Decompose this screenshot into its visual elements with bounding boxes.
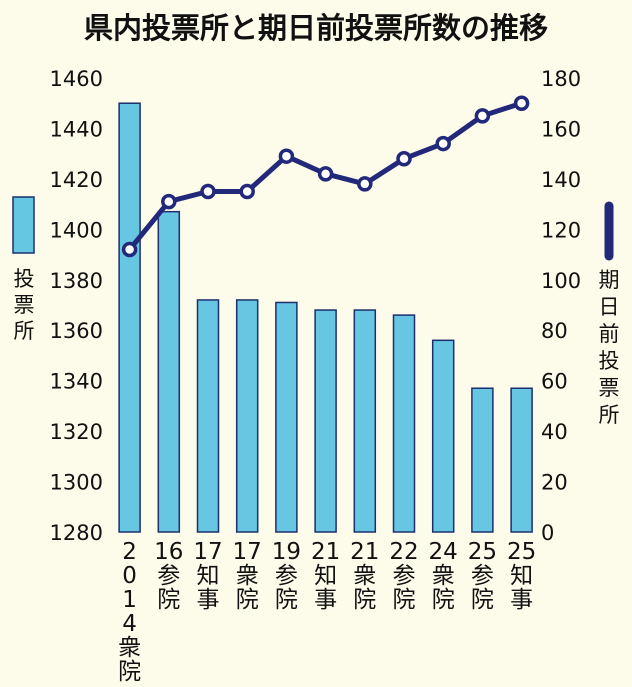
left-tick-label-1: 1300 [50,471,103,495]
bar-4 [275,301,298,533]
bar-series [118,102,533,533]
category-label-9: 25 参院 [468,539,497,613]
right-tick-label-7: 140 [541,168,581,192]
left-tick-label-0: 1280 [50,521,103,545]
legend-bar-label: 投票所 [14,267,35,343]
line-point-3 [239,183,255,200]
left-tick-label-9: 1460 [50,67,103,91]
left-tick-label-8: 1440 [50,117,103,141]
category-label-10: 25 知事 [507,539,536,613]
bar-3 [235,299,259,533]
line-point-1 [161,193,177,210]
line-series [121,95,530,258]
line-point-10 [513,95,530,111]
category-label-6: 21 衆院 [350,539,379,613]
left-tick-label-5: 1380 [50,269,103,293]
legend-line-label: 期日前投票所 [599,268,620,427]
bar-1 [157,210,181,533]
right-tick-label-0: 0 [541,521,554,545]
bar-5 [314,309,337,533]
right-tick-label-3: 60 [541,370,568,394]
line-point-9 [474,108,491,124]
bar-10 [510,387,533,533]
category-label-1: 16 参院 [154,539,183,613]
legend-bar: 投票所 [12,196,35,343]
bar-0 [118,102,141,533]
category-label-3: 17 衆院 [233,539,262,613]
line-point-5 [317,166,334,182]
category-label-0: 2 0 1 4 衆院 [118,539,141,685]
bar-8 [431,339,455,533]
line-point-2 [200,183,216,200]
category-label-4: 19 参院 [272,539,301,613]
right-tick-label-6: 120 [541,218,581,242]
bar-9 [471,387,494,533]
line-point-0 [121,241,138,258]
right-tick-label-8: 160 [541,117,581,141]
legend-bar-swatch [12,196,35,254]
category-labels: 2 0 1 4 衆院 16 参院 17 知事 17 衆院 19 参院 21 知事 21 衆院 22 参院 24 衆院 25… [118,539,536,685]
left-tick-label-6: 1400 [50,218,103,242]
bar-7 [392,314,416,533]
right-tick-label-4: 80 [541,319,568,343]
left-tick-label-3: 1340 [50,370,103,394]
right-tick-label-9: 180 [541,67,581,91]
left-tick-label-4: 1360 [50,319,103,343]
right-axis-ticks: 0 20 40 60 80 100 120 140 160 180 [541,67,581,545]
category-label-2: 17 知事 [193,539,222,613]
left-axis-ticks: 1280 1300 1320 1340 1360 1380 1400 1420 1440 1460 [50,67,103,545]
line-point-8 [435,135,451,152]
chart-title: 県内投票所と期日前投票所数の推移 [84,11,548,45]
right-tick-label-1: 20 [541,471,568,495]
category-label-5: 21 知事 [311,539,340,613]
line-point-7 [396,150,412,167]
category-label-8: 24 衆院 [429,539,458,613]
legend-line: 期日前投票所 [599,201,620,427]
right-tick-label-2: 40 [541,420,568,444]
bar-2 [196,299,220,533]
right-tick-label-5: 100 [541,269,581,293]
bar-6 [353,309,377,533]
category-label-7: 22 参院 [389,539,418,613]
left-tick-label-7: 1420 [50,168,103,192]
line-point-6 [357,176,373,192]
left-tick-label-2: 1320 [50,420,103,444]
line-point-4 [278,148,295,164]
